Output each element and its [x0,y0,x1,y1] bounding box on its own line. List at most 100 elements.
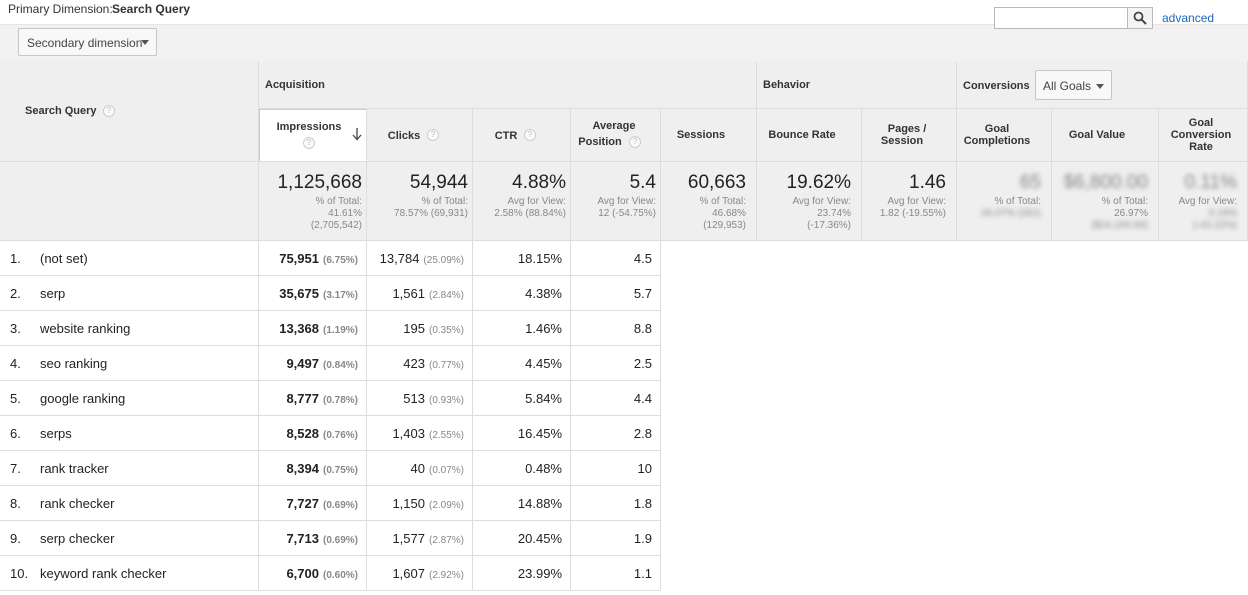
row-search-query-link[interactable]: seo ranking [40,356,108,371]
row-clicks-cell: 1,150 (2.09%) [367,486,473,521]
row-search-query-link[interactable]: serp checker [40,531,115,546]
help-icon[interactable]: ? [103,105,115,117]
totals-pages-session-detail: Avg for View: 1.82 (-19.55%) [864,196,946,220]
row-search-query-link[interactable]: rank checker [40,496,115,511]
row-search-query-link[interactable]: website ranking [40,321,131,336]
table-row[interactable]: 8. rank checker [0,486,259,521]
totals-bounce-rate: 19.62% Avg for View: 23.74% (-17.36%) [757,162,862,241]
totals-impressions-l3: (2,705,542) [310,220,362,231]
row-impressions-pct: (0.84%) [322,360,358,371]
search-button[interactable] [1127,7,1153,29]
row-ctr-cell: 5.84% [473,381,571,416]
header-goal-conversion-rate[interactable]: Goal Conversion Rate [1159,109,1248,162]
row-ctr-cell: 23.99% [473,556,571,591]
group-conversions-label: Conversions [963,80,1030,92]
table-row[interactable]: 10. keyword rank checker [0,556,259,591]
row-position-cell: 2.8 [571,416,661,451]
help-icon[interactable]: ? [629,136,641,148]
table-search-input[interactable] [994,7,1128,29]
group-acquisition-label: Acquisition [265,79,325,91]
row-search-query-link[interactable]: (not set) [40,251,88,266]
row-ctr: 0.48% [525,461,562,476]
row-ctr: 18.15% [517,251,562,266]
header-goal-conversion-rate-label-3: Rate [1189,141,1213,153]
group-behavior: Behavior [757,61,957,109]
header-sessions[interactable]: Sessions [661,109,757,162]
chevron-down-icon [141,40,149,45]
totals-sessions: 60,663 % of Total: 46.68% (129,953) [661,162,757,241]
row-average-position: 5.7 [633,286,652,301]
header-clicks[interactable]: Clicks ? [367,109,473,162]
help-icon[interactable]: ? [427,129,439,141]
row-search-query-link[interactable]: serps [40,426,72,441]
row-search-query-link[interactable]: rank tracker [40,461,109,476]
totals-bounce-rate-value: 19.62% [786,172,851,193]
goals-dropdown[interactable]: All Goals [1035,70,1112,100]
row-index: 8. [10,496,21,511]
row-ctr-cell: 4.38% [473,276,571,311]
sort-descending-icon[interactable] [352,127,362,141]
help-icon[interactable]: ? [303,137,315,149]
totals-clicks-value: 54,944 [409,172,468,193]
row-average-position: 8.8 [633,321,652,336]
row-clicks: 1,607 [392,566,425,581]
totals-pages-session-l2: 1.82 (-19.55%) [879,208,946,219]
table-row[interactable]: 5. google ranking [0,381,259,416]
row-ctr: 20.45% [517,531,562,546]
row-position-cell: 1.9 [571,521,661,556]
row-clicks-pct: (0.77%) [428,360,464,371]
row-clicks: 1,561 [392,286,425,301]
row-average-position: 2.8 [633,426,652,441]
row-impressions-pct: (0.69%) [322,500,358,511]
help-icon[interactable]: ? [524,129,536,141]
row-ctr-cell: 14.88% [473,486,571,521]
row-ctr: 14.88% [517,496,562,511]
totals-clicks-detail: % of Total: 78.57% (69,931) [369,196,468,220]
table-row[interactable]: 9. serp checker [0,521,259,556]
header-bounce-rate[interactable]: Bounce Rate [757,109,862,162]
row-impressions: 8,394 [286,461,319,476]
totals-goal-value-l3: ($24,100.00) [1091,220,1148,231]
table-row[interactable]: 6. serps [0,416,259,451]
table-row[interactable]: 1. (not set) [0,241,259,276]
table-row[interactable]: 4. seo ranking [0,346,259,381]
table-row[interactable]: 3. website ranking [0,311,259,346]
row-index: 5. [10,391,21,406]
header-pages-session-label-1: Pages / [887,123,927,135]
header-impressions[interactable]: Impressions ? [259,109,367,162]
row-search-query-link[interactable]: google ranking [40,391,126,406]
goals-dropdown-label: All Goals [1043,79,1092,93]
totals-sessions-detail: % of Total: 46.68% (129,953) [663,196,746,232]
totals-goal-completions-l2: 26.07% (261) [980,208,1041,219]
primary-dimension-value[interactable]: Search Query [112,2,191,16]
advanced-filter-link[interactable]: advanced [1162,11,1215,25]
row-clicks-cell: 1,607 (2.92%) [367,556,473,591]
row-ctr-cell: 18.15% [473,241,571,276]
totals-label-cell [0,162,259,241]
header-ctr[interactable]: CTR ? [473,109,571,162]
row-impressions-cell: 8,528 (0.76%) [259,416,367,451]
header-bounce-rate-label: Bounce Rate [768,129,836,141]
totals-bounce-rate-l2: 23.74% [817,208,851,219]
row-search-query-link[interactable]: serp [40,286,66,301]
totals-impressions-l1: % of Total: [315,196,362,207]
row-average-position: 1.8 [633,496,652,511]
header-average-position[interactable]: Average Position ? [571,109,661,162]
header-search-query[interactable]: Search Query ? [0,61,259,162]
header-pages-session[interactable]: Pages / Session [862,109,957,162]
totals-impressions: 1,125,668 % of Total: 41.61% (2,705,542) [259,162,367,241]
totals-bounce-rate-l1: Avg for View: [792,196,851,207]
row-search-query-link[interactable]: keyword rank checker [40,566,167,581]
header-goal-completions[interactable]: Goal Completions [957,109,1052,162]
header-goal-value[interactable]: Goal Value [1052,109,1159,162]
row-impressions-pct: (1.19%) [322,325,358,336]
row-clicks-pct: (2.87%) [428,535,464,546]
row-index: 9. [10,531,21,546]
table-row[interactable]: 2. serp [0,276,259,311]
secondary-dimension-dropdown[interactable]: Secondary dimension [18,28,157,56]
table-row[interactable]: 7. rank tracker [0,451,259,486]
row-impressions-cell: 35,675 (3.17%) [259,276,367,311]
totals-goal-completions-l1: % of Total: [994,196,1041,207]
primary-dimension-label: Primary Dimension: [8,2,113,16]
totals-impressions-value: 1,125,668 [277,172,362,193]
